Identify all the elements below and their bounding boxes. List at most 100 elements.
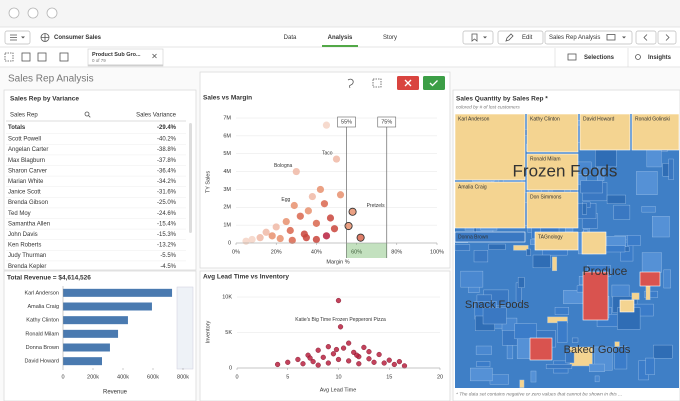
treemap-cell [526, 248, 531, 256]
step-back[interactable] [21, 52, 31, 62]
y-axis-title: Inventory [205, 320, 211, 343]
rep-name[interactable]: Samantha Allen [8, 221, 50, 227]
point [346, 358, 352, 364]
bookmark-button[interactable] [462, 30, 494, 45]
treemap: Karl Anderson Kathy Clinton David Howard Ro… [454, 113, 680, 388]
caret [483, 36, 487, 39]
variance-value: -15.3% [157, 232, 177, 238]
treemap-cell [582, 271, 609, 321]
next-sheet[interactable] [657, 30, 677, 45]
point [288, 236, 296, 244]
point [366, 349, 372, 355]
y-tick-label: Karl Anderson [24, 290, 59, 296]
variance-value: -37.8% [157, 158, 177, 164]
insights-tab[interactable]: Insights [648, 55, 672, 61]
y-tick-label: Kathy Clinton [26, 318, 59, 324]
point [282, 217, 290, 226]
chip-close[interactable] [152, 53, 157, 59]
point [340, 345, 347, 351]
column-header[interactable]: Sales Rep [10, 113, 38, 119]
treemap-cell [580, 180, 603, 194]
treemap-cell [571, 337, 579, 343]
point [275, 361, 281, 368]
totals-label: Totals [8, 125, 26, 131]
clear-all[interactable] [59, 52, 69, 62]
y-tick-label: 2M [223, 205, 231, 211]
treemap-cell [454, 113, 526, 181]
treemap-cell [563, 290, 586, 304]
treemap-cell [565, 352, 575, 364]
point [326, 214, 335, 222]
cancel-icon [404, 79, 412, 87]
treemap-cell [641, 252, 662, 273]
x-tick-label: 5 [286, 374, 289, 380]
treemap-cell [519, 379, 525, 388]
rep-name[interactable]: Scott Powell [8, 137, 41, 143]
rep-name[interactable]: John Davis [8, 232, 38, 238]
treemap-cell [454, 231, 526, 243]
window-control[interactable] [8, 7, 20, 19]
previous-sheet[interactable] [635, 30, 657, 45]
treemap-cell [552, 256, 558, 272]
treemap-cell [631, 113, 680, 151]
range-label: 55% [341, 119, 352, 125]
lasso-icon[interactable] [347, 78, 354, 89]
y-tick-label: 10K [222, 294, 232, 300]
x-tick-label: 10 [335, 374, 341, 380]
treemap-cell [529, 337, 553, 361]
tab[interactable]: Data [284, 35, 297, 41]
search-icon[interactable] [84, 111, 90, 117]
point [320, 200, 329, 208]
window-control[interactable] [27, 7, 39, 19]
point [308, 192, 316, 201]
step-forward[interactable] [37, 52, 47, 62]
rep-name[interactable]: Ted Moy [8, 211, 31, 217]
treemap-cell [526, 153, 579, 191]
point [268, 232, 276, 240]
scatter-panel [199, 270, 451, 401]
rep-name[interactable]: Brenda Gibson [8, 200, 48, 206]
rep-label: Amalia Craig [458, 184, 487, 190]
treemap-cell [514, 323, 537, 340]
select-icon[interactable] [372, 78, 382, 88]
category-label: Frozen Foods [513, 161, 618, 180]
rep-name[interactable]: Angelan Carter [8, 147, 48, 153]
x-tick-label: 20 [437, 374, 443, 380]
x-tick-label: 400k [117, 374, 129, 380]
confirm-selection[interactable] [423, 76, 445, 90]
minimap[interactable] [176, 286, 194, 370]
bar [63, 316, 128, 325]
chip-bar [88, 64, 163, 66]
x-axis-title: Revenue [103, 390, 128, 396]
rep-name[interactable]: Max Blagburn [8, 158, 45, 164]
x-tick-label: 0% [232, 249, 240, 255]
treemap-cell [513, 245, 529, 251]
treemap-cell [581, 231, 607, 255]
range-handle[interactable] [337, 116, 356, 128]
rep-name[interactable]: Brenda Kepler [8, 264, 46, 270]
treemap-cell [663, 269, 671, 289]
tab[interactable]: Story [383, 35, 397, 41]
lasso-tool[interactable] [4, 52, 14, 62]
bar [63, 357, 102, 366]
variance-value: -25.0% [157, 200, 177, 206]
window-control[interactable] [46, 7, 58, 19]
chart-title: Avg Lead Time vs Inventory [203, 274, 289, 281]
selections-tab[interactable]: Selections [584, 55, 615, 61]
tab-active[interactable]: Analysis [328, 35, 353, 41]
rep-name[interactable]: Marian White [8, 179, 44, 185]
range-handle[interactable] [377, 116, 397, 128]
edit-button[interactable] [497, 30, 544, 45]
point [262, 228, 270, 236]
column-header[interactable]: Sales Variance [136, 113, 177, 119]
scrollbar[interactable] [189, 123, 192, 233]
y-axis-title: TY Sales [205, 171, 211, 193]
table-panel [3, 89, 197, 271]
rep-name[interactable]: Ken Roberts [8, 243, 41, 249]
menu-button[interactable] [4, 30, 31, 45]
rep-name[interactable]: Sharon Carver [8, 168, 47, 174]
rep-name[interactable]: Janice Scott [8, 190, 41, 196]
y-tick-label: 7M [223, 115, 231, 121]
rep-name[interactable]: Judy Thurman [8, 253, 46, 259]
